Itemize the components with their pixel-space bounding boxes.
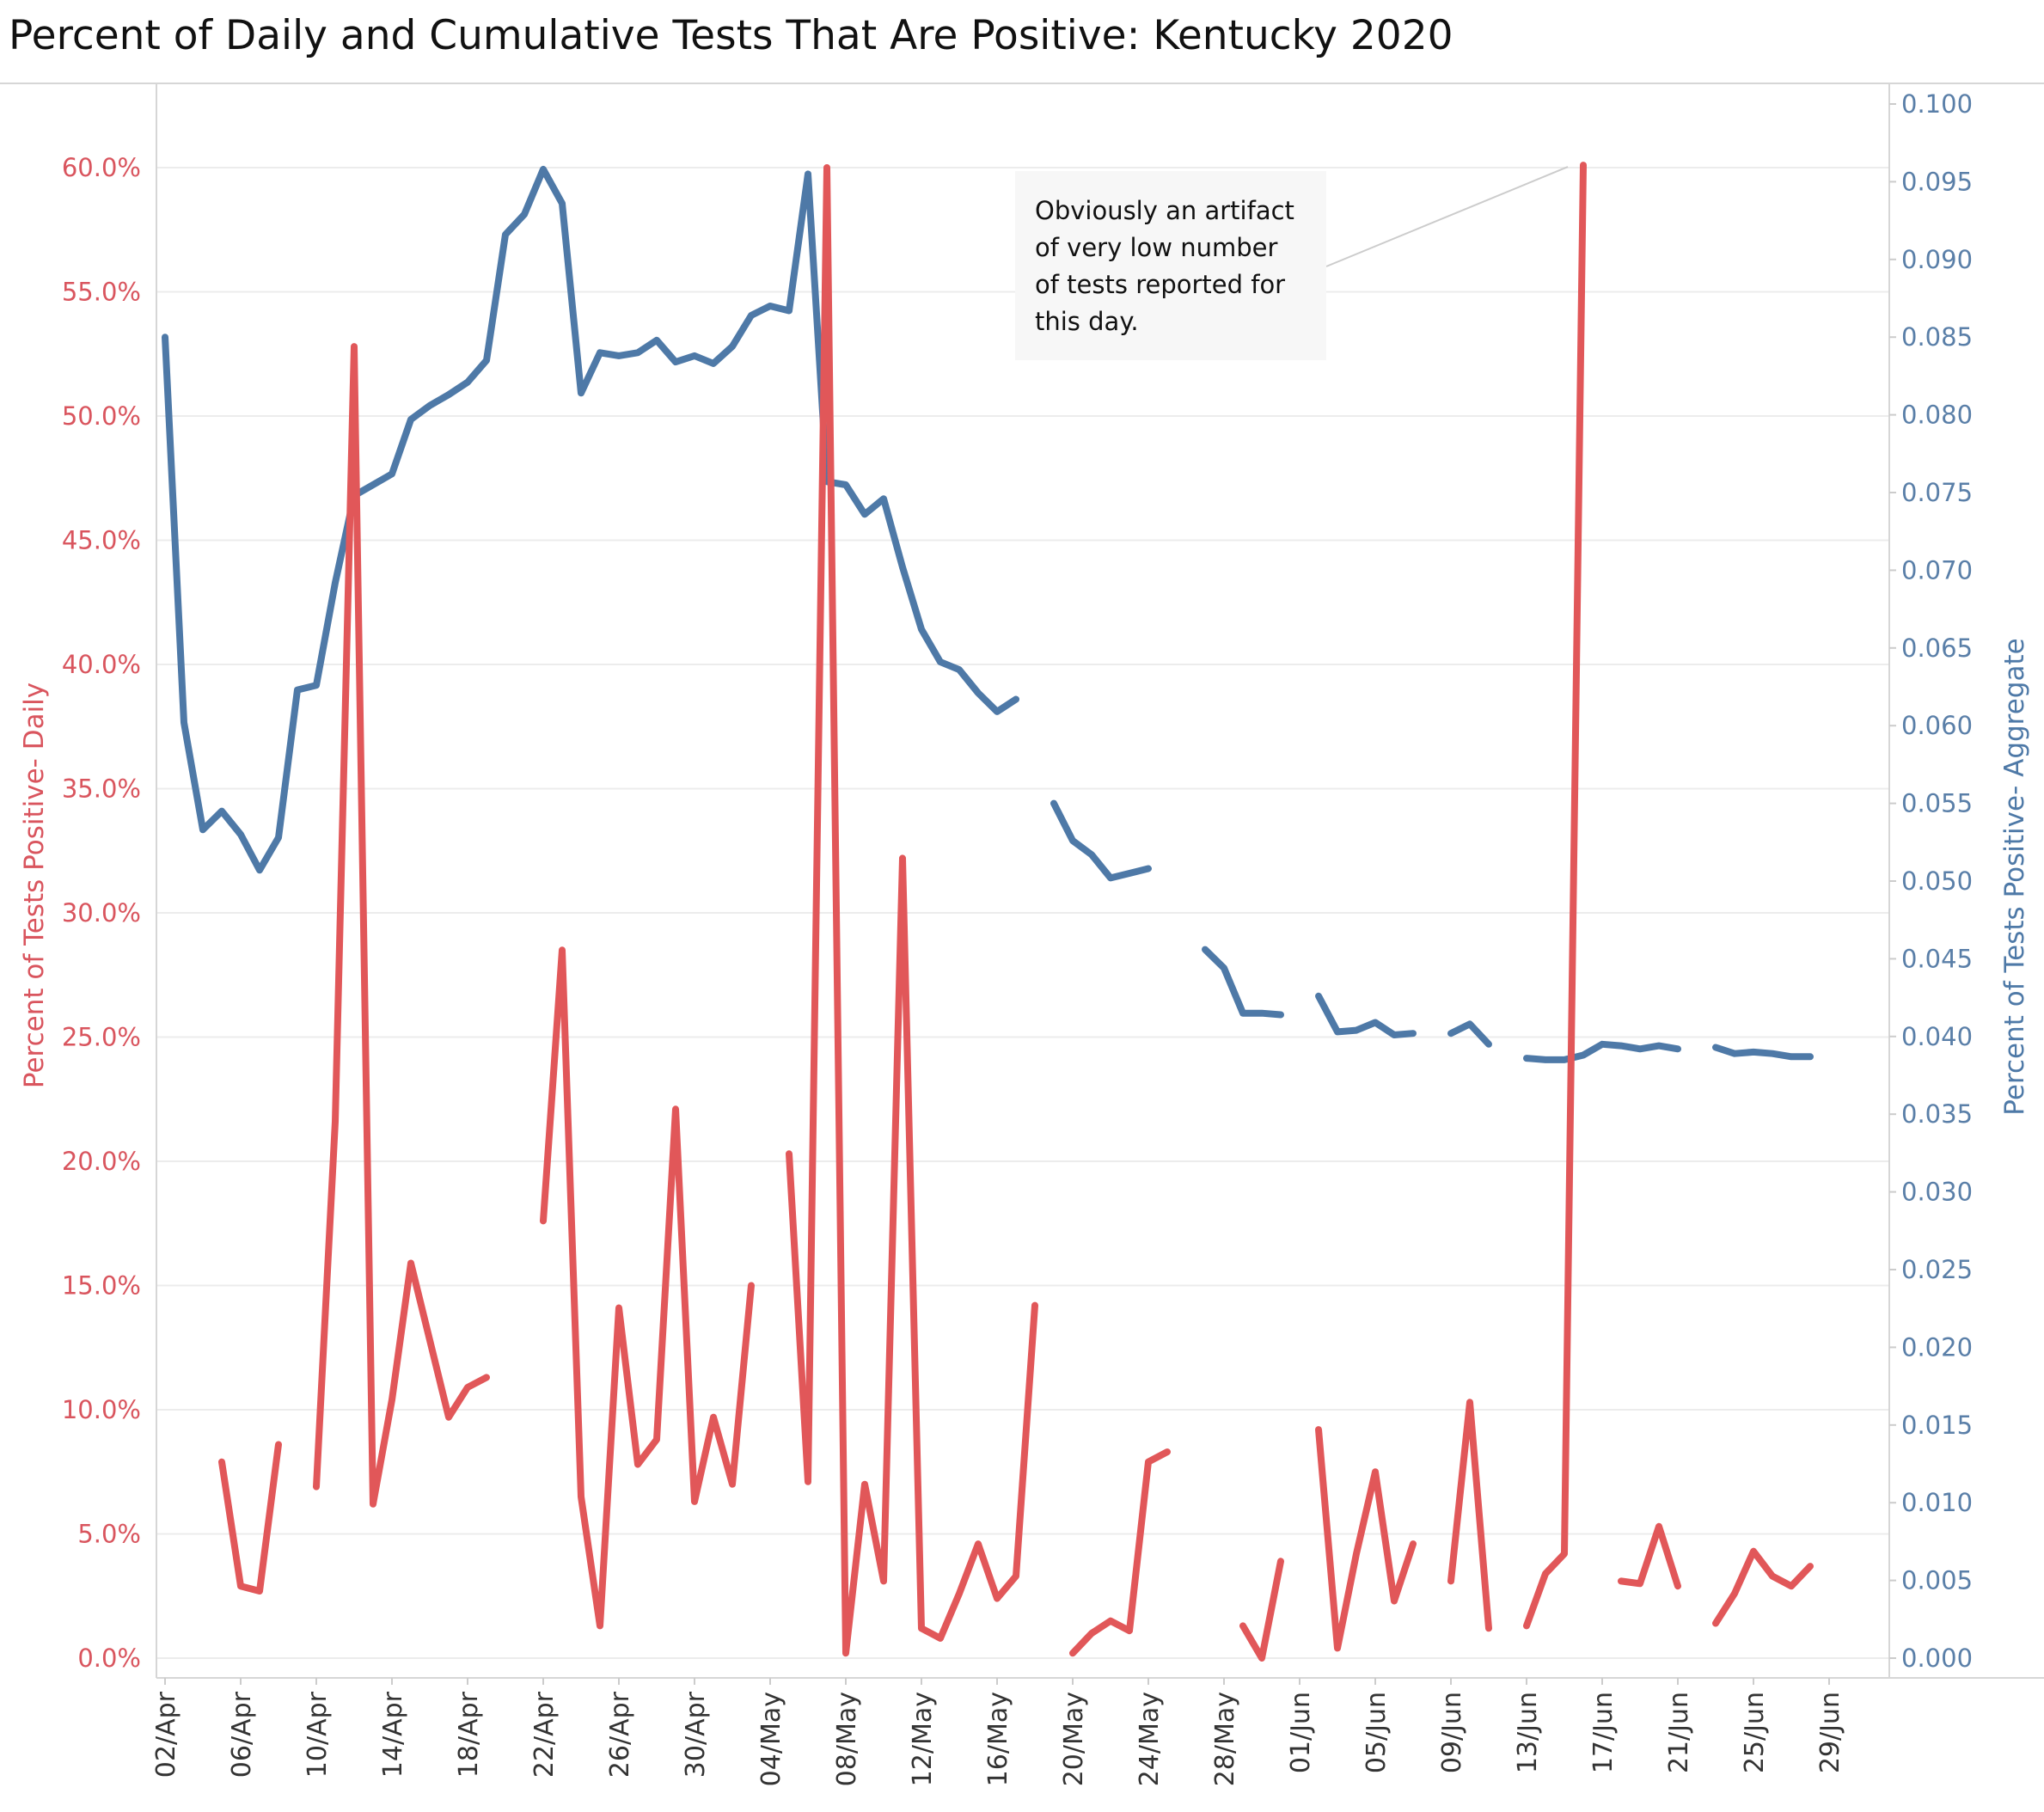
right-tick-label: 0.050 bbox=[1901, 866, 1973, 896]
series-lines bbox=[162, 162, 1814, 1662]
left-tick-label: 20.0% bbox=[62, 1147, 141, 1176]
x-tick-label: 02/Apr bbox=[151, 1691, 181, 1778]
right-tick-label: 0.020 bbox=[1901, 1332, 1973, 1362]
right-tick-label: 0.070 bbox=[1901, 555, 1973, 585]
x-tick-label: 28/May bbox=[1210, 1692, 1240, 1786]
right-tick-label: 0.060 bbox=[1901, 711, 1973, 740]
series-line-segment bbox=[313, 343, 490, 1508]
right-tick-label: 0.035 bbox=[1901, 1099, 1973, 1129]
left-tick-label: 0.0% bbox=[77, 1644, 141, 1673]
right-axis-title: Percent of Tests Positive- Aggregate bbox=[1999, 638, 2030, 1115]
x-tick-label: 14/Apr bbox=[378, 1691, 408, 1778]
right-tick-label: 0.005 bbox=[1901, 1566, 1973, 1595]
series-line-segment bbox=[1315, 1426, 1417, 1652]
x-tick-label: 24/May bbox=[1135, 1692, 1165, 1786]
annotation: Obviously an artifact of very low number… bbox=[1015, 166, 1569, 360]
left-tick-label: 30.0% bbox=[62, 898, 141, 927]
left-tick-label: 35.0% bbox=[62, 774, 141, 804]
right-tick-label: 0.080 bbox=[1901, 401, 1973, 430]
series-line-segment bbox=[1315, 992, 1417, 1038]
right-tick-label: 0.040 bbox=[1901, 1022, 1973, 1051]
annotation-leader-line bbox=[1325, 166, 1569, 267]
daily-series bbox=[218, 162, 1814, 1662]
annotation-line-2: of very low number bbox=[1035, 233, 1277, 262]
left-tick-label: 45.0% bbox=[62, 526, 141, 555]
left-tick-label: 25.0% bbox=[62, 1023, 141, 1052]
aggregate-series bbox=[162, 165, 1814, 1063]
x-tick-label: 29/Jun bbox=[1815, 1692, 1845, 1773]
x-tick-label: 06/Apr bbox=[227, 1691, 257, 1778]
annotation-line-4: this day. bbox=[1035, 307, 1139, 336]
series-line-segment bbox=[1523, 1040, 1681, 1063]
left-tick-label: 60.0% bbox=[62, 153, 141, 182]
x-tick-label: 12/May bbox=[908, 1692, 938, 1786]
series-line-segment bbox=[786, 164, 1038, 1657]
left-tick-label: 55.0% bbox=[62, 278, 141, 307]
x-tick-label: 10/Apr bbox=[303, 1691, 333, 1778]
left-tick-label: 50.0% bbox=[62, 401, 141, 431]
right-tick-label: 0.100 bbox=[1901, 89, 1973, 119]
x-tick-label: 22/Apr bbox=[529, 1691, 560, 1778]
right-tick-label: 0.085 bbox=[1901, 322, 1973, 352]
left-tick-label: 40.0% bbox=[62, 650, 141, 679]
series-line-segment bbox=[1069, 1448, 1171, 1657]
x-tick-label: 09/Jun bbox=[1437, 1692, 1467, 1773]
series-line-segment bbox=[1618, 1522, 1681, 1590]
x-tick-label: 04/May bbox=[756, 1692, 786, 1786]
annotation-line-3: of tests reported for bbox=[1035, 270, 1285, 299]
left-y-axis-ticks: 0.0% 5.0% 10.0% 15.0% 20.0% 25.0% 30.0% 35.0% 40… bbox=[62, 153, 141, 1673]
left-tick-label: 5.0% bbox=[77, 1520, 141, 1549]
x-tick-label: 13/Jun bbox=[1513, 1692, 1543, 1773]
x-axis-ticks: 02/Apr 06/Apr 10/Apr 14/Apr 18/Apr 22/Apr 26/A… bbox=[151, 1678, 1845, 1786]
x-tick-label: 08/May bbox=[832, 1692, 862, 1786]
series-line-segment bbox=[1712, 1044, 1814, 1061]
series-line-segment bbox=[1239, 1558, 1284, 1662]
x-tick-label: 17/Jun bbox=[1588, 1692, 1619, 1773]
left-axis-title: Percent of Tests Positive- Daily bbox=[19, 683, 50, 1088]
series-line-segment bbox=[1523, 162, 1587, 1630]
series-line-segment bbox=[1050, 799, 1152, 882]
right-tick-label: 0.030 bbox=[1901, 1178, 1973, 1207]
left-tick-label: 10.0% bbox=[62, 1395, 141, 1424]
series-line-segment bbox=[218, 1441, 282, 1595]
series-line-segment bbox=[162, 165, 1019, 874]
series-line-segment bbox=[1447, 1399, 1492, 1632]
x-tick-label: 20/May bbox=[1059, 1692, 1089, 1786]
annotation-box bbox=[1015, 171, 1326, 360]
x-tick-label: 18/Apr bbox=[454, 1691, 484, 1778]
x-tick-label: 16/May bbox=[983, 1692, 1013, 1786]
left-tick-label: 15.0% bbox=[62, 1271, 141, 1301]
series-line-segment bbox=[1202, 946, 1284, 1019]
x-tick-label: 21/Jun bbox=[1664, 1692, 1694, 1773]
right-tick-label: 0.075 bbox=[1901, 478, 1973, 507]
right-tick-label: 0.015 bbox=[1901, 1411, 1973, 1440]
series-line-segment bbox=[1712, 1547, 1814, 1627]
x-tick-label: 26/Apr bbox=[605, 1691, 635, 1778]
x-tick-label: 30/Apr bbox=[681, 1691, 711, 1778]
right-tick-label: 0.045 bbox=[1901, 944, 1973, 973]
right-tick-label: 0.090 bbox=[1901, 245, 1973, 274]
right-tick-label: 0.025 bbox=[1901, 1255, 1973, 1284]
right-tick-label: 0.010 bbox=[1901, 1488, 1973, 1517]
annotation-line-1: Obviously an artifact bbox=[1035, 196, 1294, 225]
right-tick-label: 0.000 bbox=[1901, 1644, 1973, 1673]
x-tick-label: 25/Jun bbox=[1740, 1692, 1770, 1773]
series-line-segment bbox=[1447, 1020, 1492, 1048]
right-tick-label: 0.065 bbox=[1901, 634, 1973, 663]
x-tick-label: 01/Jun bbox=[1286, 1692, 1316, 1773]
right-y-axis-ticks: 0.000 0.005 0.010 0.015 0.020 0.025 0.030 0.035… bbox=[1889, 89, 1973, 1673]
right-tick-label: 0.055 bbox=[1901, 789, 1973, 818]
right-tick-label: 0.095 bbox=[1901, 167, 1973, 196]
series-line-segment bbox=[540, 946, 755, 1630]
gridlines bbox=[156, 167, 1889, 1659]
x-tick-label: 05/Jun bbox=[1362, 1692, 1392, 1773]
chart-title: Percent of Daily and Cumulative Tests Th… bbox=[9, 12, 1453, 59]
